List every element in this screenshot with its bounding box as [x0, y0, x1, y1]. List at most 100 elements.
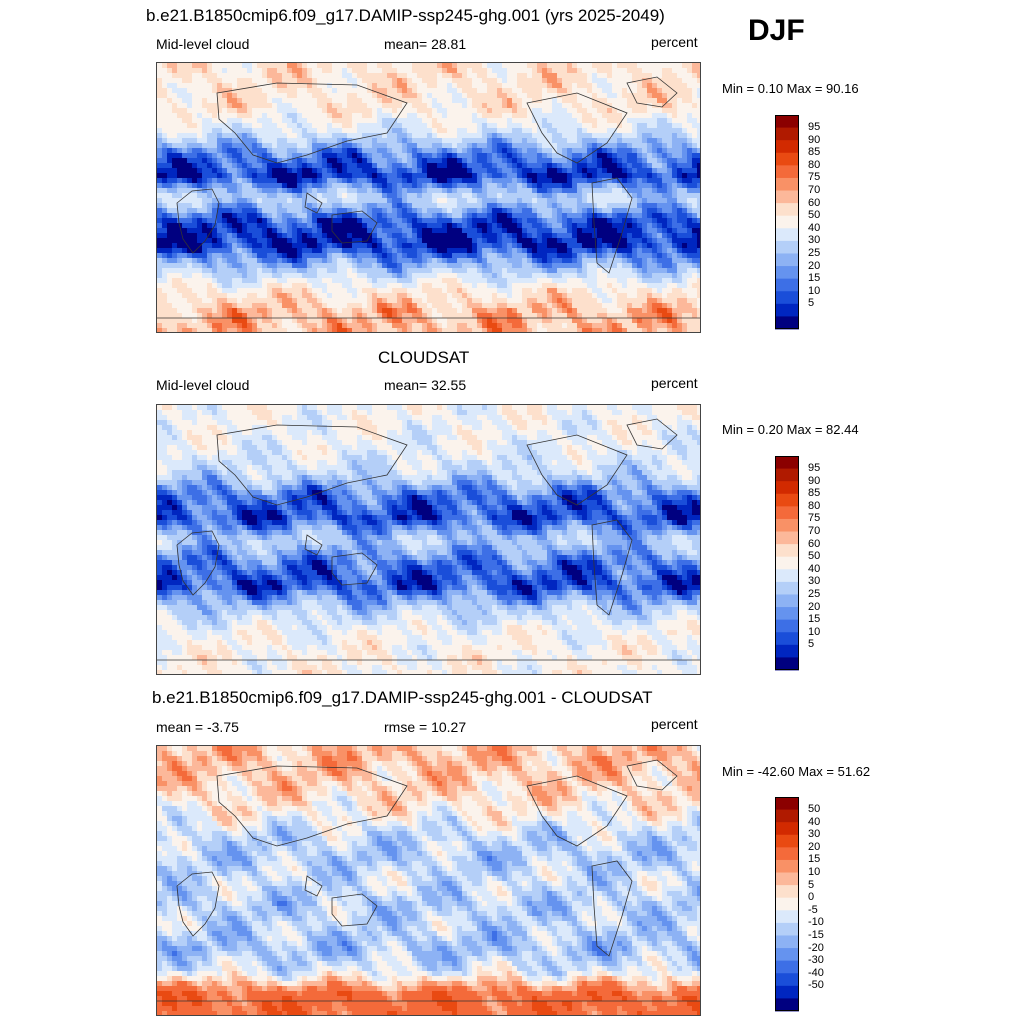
colorbar-swatch [775, 985, 799, 999]
colorbar-tick-label: 0 [808, 891, 815, 904]
coastline [331, 893, 378, 927]
colorbar-swatch [775, 152, 799, 166]
colorbar-tick-label: 15 [808, 272, 821, 285]
coastline [304, 534, 323, 556]
colorbar-tick-label: 85 [808, 487, 821, 500]
colorbar-swatch [775, 998, 799, 1012]
panel-1-title: b.e21.B1850cmip6.f09_g17.DAMIP-ssp245-gh… [146, 6, 665, 25]
colorbar-swatch [775, 834, 799, 848]
colorbar-swatch [775, 910, 799, 924]
coastline [591, 519, 633, 616]
colorbar-tick-label: 10 [808, 625, 821, 638]
colorbar-swatch [775, 266, 799, 280]
colorbar-tick-label: 40 [808, 221, 821, 234]
coastline [216, 82, 408, 164]
colorbar-swatch [775, 190, 799, 204]
colorbar-tick-label: 15 [808, 853, 821, 866]
coastline [591, 860, 633, 957]
colorbar-tick-label: -15 [808, 929, 824, 941]
colorbar-tick-label: 40 [808, 815, 821, 828]
colorbar-tick-label: 90 [808, 474, 821, 487]
panel-1-mean-label: mean= 28.81 [384, 36, 467, 52]
colorbar-tick-label: 50 [808, 550, 821, 563]
panel-2-minmax: Min = 0.20 Max = 82.44 [722, 422, 859, 437]
coastline [591, 177, 633, 274]
colorbar-tick-label: 70 [808, 525, 821, 537]
colorbar-swatch [775, 607, 799, 621]
panel-2-map [156, 404, 701, 675]
colorbar-swatch [775, 556, 799, 570]
colorbar-swatch [775, 897, 799, 911]
panel-3-colorbar [775, 797, 799, 1012]
colorbar-swatch [775, 809, 799, 823]
colorbar-swatch [775, 581, 799, 595]
colorbar-swatch [775, 481, 799, 495]
colorbar-tick-label: 5 [808, 297, 815, 310]
colorbar-tick-label: 40 [808, 562, 821, 575]
colorbar-swatch [775, 822, 799, 836]
panel-2-title: CLOUDSAT [378, 348, 470, 367]
colorbar-tick-label: 10 [808, 866, 821, 878]
colorbar-swatch [775, 140, 799, 154]
colorbar-swatch [775, 203, 799, 217]
colorbar-swatch [775, 973, 799, 987]
colorbar-swatch [775, 948, 799, 962]
coastline [331, 552, 378, 586]
colorbar-swatch [775, 619, 799, 633]
colorbar-swatch [775, 847, 799, 861]
coastline [526, 434, 628, 506]
colorbar-swatch [775, 797, 799, 810]
colorbar-tick-label: 60 [808, 196, 821, 209]
colorbar-tick-label: 50 [808, 803, 821, 816]
colorbar-border [775, 797, 799, 1011]
coastline [626, 759, 678, 791]
colorbar-swatch [775, 935, 799, 949]
colorbar-tick-label: -50 [808, 979, 824, 992]
colorbar-tick-label: -20 [808, 941, 824, 954]
colorbar-tick-label: 30 [808, 828, 821, 841]
coastline [176, 530, 220, 596]
map-field [157, 405, 700, 674]
colorbar-tick-label: 15 [808, 613, 821, 626]
colorbar-tick-label: -40 [808, 966, 824, 979]
panel-1-colorbar [775, 115, 799, 330]
colorbar-swatch [775, 632, 799, 646]
colorbar-tick-label: 75 [808, 512, 821, 525]
colorbar-swatch [775, 468, 799, 482]
colorbar-tick-label: 5 [808, 878, 815, 891]
map-field [157, 746, 700, 1015]
panel-2-variable-label: Mid-level cloud [156, 377, 250, 393]
colorbar-swatch [775, 657, 799, 671]
colorbar-border [775, 456, 799, 670]
panel-3-mean-label: mean = -3.75 [156, 719, 239, 735]
colorbar-tick-label: 10 [808, 284, 821, 297]
colorbar-tick-label: 95 [808, 462, 821, 475]
season-label: DJF [748, 14, 805, 47]
coastline [304, 875, 323, 897]
colorbar-swatch [775, 240, 799, 254]
coastline [176, 188, 220, 254]
colorbar-swatch [775, 885, 799, 899]
colorbar-swatch [775, 594, 799, 608]
panel-3-rmse-label: rmse = 10.27 [384, 719, 467, 735]
colorbar-tick-label: 85 [808, 146, 821, 159]
colorbar-tick-label: -30 [808, 954, 824, 967]
colorbar-swatch [775, 872, 799, 886]
colorbar-border [775, 115, 799, 329]
panel-3-minmax: Min = -42.60 Max = 51.62 [722, 764, 871, 779]
coastline [526, 775, 628, 847]
colorbar-swatch [775, 253, 799, 267]
coastline [626, 76, 678, 108]
colorbar-tick-label: 90 [808, 133, 821, 146]
coastline [304, 192, 323, 214]
colorbar-tick-label: 75 [808, 171, 821, 184]
colorbar-swatch [775, 456, 799, 469]
colorbar-tick-label: 25 [808, 588, 821, 600]
colorbar-tick-label: -10 [808, 916, 824, 929]
coastline [626, 418, 678, 450]
colorbar-swatch [775, 127, 799, 141]
panel-3-title: b.e21.B1850cmip6.f09_g17.DAMIP-ssp245-gh… [152, 688, 653, 707]
colorbar-swatch [775, 316, 799, 330]
colorbar-swatch [775, 859, 799, 873]
colorbar-tick-label: 80 [808, 158, 821, 171]
